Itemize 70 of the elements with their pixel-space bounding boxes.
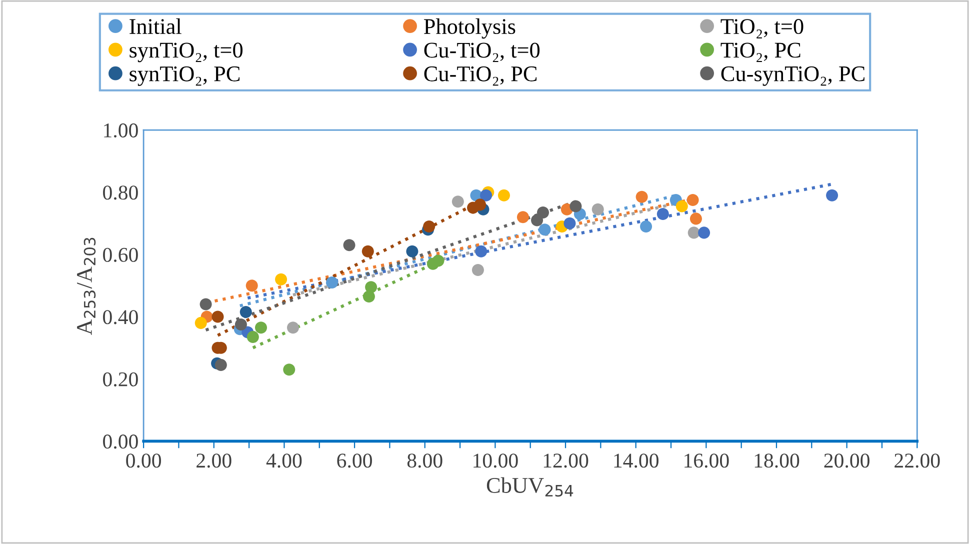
point — [498, 189, 510, 202]
x-tick-label: 10.00 — [474, 454, 518, 468]
point — [636, 190, 648, 203]
x-tick-label: 22.00 — [894, 454, 940, 468]
point — [432, 254, 444, 267]
point — [275, 273, 288, 286]
point — [531, 214, 544, 226]
legend-label: TiO₂, PC — [720, 42, 800, 62]
x-axis-title: CbUV$_{254}$ — [486, 477, 574, 497]
point — [240, 306, 252, 318]
point — [214, 358, 227, 371]
point — [592, 203, 604, 216]
point — [194, 316, 207, 329]
x-tick-label: 20.00 — [824, 454, 870, 468]
point — [686, 194, 699, 206]
point — [698, 226, 710, 239]
point — [536, 206, 550, 218]
point — [570, 200, 582, 212]
point — [516, 211, 529, 224]
point — [234, 318, 247, 331]
legend-label: Photolysis — [424, 18, 516, 39]
y-tick-label: 0.00 — [103, 434, 138, 449]
y-tick-label: 0.40 — [103, 310, 138, 324]
point — [472, 264, 484, 276]
legend-label: synTiO₂, PC — [130, 66, 240, 86]
y-tick-label: 1.00 — [104, 123, 138, 138]
y-tick-label: 0.20 — [103, 372, 138, 386]
legend-label: TiO₂, t=0 — [720, 19, 804, 38]
point — [286, 322, 300, 334]
point — [254, 322, 268, 334]
point — [538, 224, 551, 236]
y-tick-label: 0.60 — [103, 248, 138, 262]
point — [656, 208, 669, 220]
point — [452, 196, 464, 208]
legend-label: synTiO₂, t=0 — [130, 42, 243, 62]
x-tick-label: 18.00 — [754, 454, 800, 468]
point — [474, 198, 486, 211]
legend-label: Cu-TiO₂, t=0 — [424, 42, 540, 62]
y-tick-label: 0.80 — [103, 186, 138, 200]
x-tick-label: 8.00 — [407, 454, 442, 468]
point — [826, 189, 838, 202]
x-tick-label: 14.00 — [614, 454, 658, 468]
legend-label: Cu-synTiO₂, PC — [721, 66, 864, 86]
point — [200, 298, 212, 310]
point — [480, 189, 492, 202]
point — [564, 217, 576, 230]
x-tick-label: 4.00 — [266, 454, 302, 468]
point — [246, 330, 259, 343]
point — [246, 280, 258, 292]
legend-label: Cu-TiO₂, PC — [424, 66, 537, 86]
point — [406, 245, 418, 258]
point — [690, 212, 702, 225]
y-axis-title: A$_{253}$/A$_{203}$ — [77, 238, 96, 336]
point — [362, 290, 375, 303]
point — [640, 220, 652, 232]
x-tick-label: 6.00 — [337, 454, 372, 468]
point — [283, 364, 296, 376]
point — [423, 220, 436, 232]
x-tick-label: 2.00 — [196, 454, 232, 468]
x-tick-label: 16.00 — [684, 454, 729, 468]
legend-label: Initial — [130, 18, 182, 34]
x-tick-label: 0.00 — [126, 454, 161, 468]
point — [343, 239, 356, 252]
point — [326, 276, 338, 289]
point — [475, 245, 488, 258]
x-tick-label: 12.00 — [544, 454, 588, 468]
point — [212, 310, 224, 323]
point — [676, 200, 688, 212]
point — [362, 245, 374, 258]
point — [688, 226, 700, 239]
